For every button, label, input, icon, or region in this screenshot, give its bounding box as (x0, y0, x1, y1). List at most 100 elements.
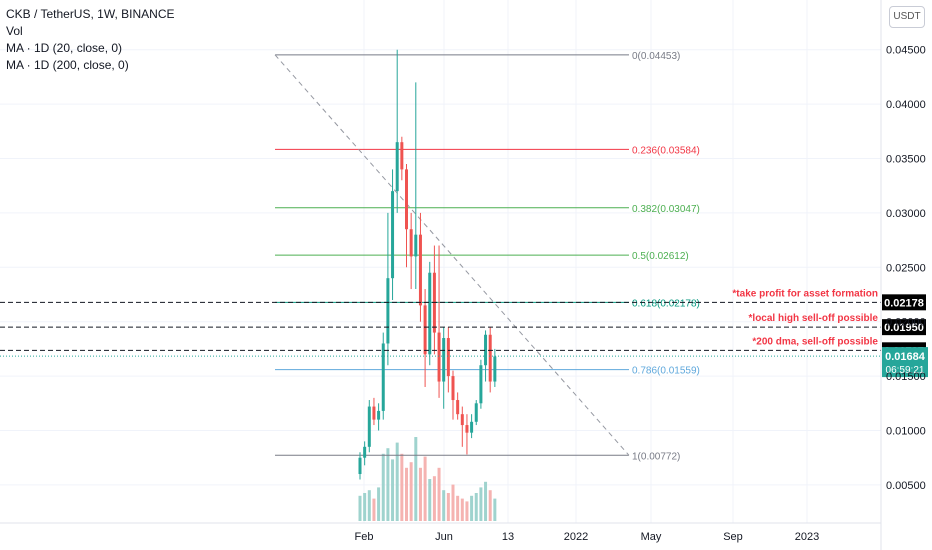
candle-body (409, 229, 413, 257)
price-tick-label: 0.01500 (886, 371, 926, 383)
candle-body (484, 334, 488, 366)
volume-bar (451, 484, 455, 521)
candle-body (386, 278, 390, 344)
currency-button[interactable]: USDT (889, 6, 925, 28)
volume-bar (437, 467, 441, 521)
horizontal-lines[interactable]: *take profit for asset formation 0.02178 *… (0, 288, 928, 378)
price-tick-label: 0.02000 (886, 317, 926, 329)
candle-body (391, 191, 395, 279)
volume-bar (465, 501, 469, 521)
symbol-title[interactable]: CKB / TetherUS, 1W, BINANCE (6, 7, 175, 21)
volume-bar (474, 493, 478, 521)
fib-level-label: 0.618(0.02178) (632, 298, 700, 309)
candle-body (442, 338, 446, 382)
candle-body (377, 410, 381, 420)
ma20-indicator-label[interactable]: MA · 1D (20, close, 0) (6, 41, 123, 55)
price-tick-label: 0.01000 (886, 426, 926, 438)
time-tick-label: Feb (355, 531, 374, 543)
candle-body (418, 234, 422, 306)
volume-bar (414, 437, 418, 521)
time-tick-label: 2023 (795, 531, 819, 543)
annotation-note: *200 dma, sell-off possible (752, 336, 878, 347)
volume-bar (386, 448, 390, 521)
price-tick-label: 0.04000 (886, 99, 926, 111)
last-price-tag (882, 347, 928, 378)
price-tag-label: 0.02178 (884, 297, 924, 309)
volume-bar (405, 467, 408, 521)
ma200-indicator-label[interactable]: MA · 1D (200, close, 0) (6, 58, 129, 72)
time-tick-label: Sep (723, 531, 743, 543)
candle-body (456, 400, 460, 415)
time-tick-label: Jun (435, 531, 453, 543)
trend-line[interactable] (274, 54, 630, 456)
fib-level-label: 0.786(0.01559) (632, 366, 700, 377)
volume-bar (367, 490, 371, 521)
volume-bar (493, 498, 497, 521)
volume-bar (432, 476, 436, 521)
volume-bar (363, 493, 367, 521)
candle-body (446, 338, 450, 377)
candle-body (372, 406, 376, 420)
volume-bar (358, 495, 362, 521)
candle-body (428, 272, 432, 355)
candle-body (423, 305, 427, 355)
volume-bar (423, 456, 427, 521)
annotation-note: *local high sell-off possible (749, 313, 879, 324)
fib-level-label: 0.236(0.03584) (632, 145, 700, 156)
candle-body (437, 332, 441, 382)
candle-body (414, 234, 418, 257)
grid (0, 0, 881, 523)
volume-bar (428, 479, 432, 521)
price-tick-label: 0.03000 (886, 208, 926, 220)
fib-level-label: 1(0.00772) (632, 451, 680, 462)
time-tick-label: 13 (502, 531, 514, 543)
candle-body (493, 356, 497, 382)
annotation-note: *take profit for asset formation (732, 288, 878, 299)
volume-bar (400, 453, 404, 521)
volume-bar (377, 487, 381, 521)
candle-body (474, 403, 478, 422)
chart-legend: CKB / TetherUS, 1W, BINANCE Vol MA · 1D … (6, 6, 175, 74)
last-price-label: 0.01684 (885, 351, 926, 363)
volume-bar (488, 490, 492, 521)
time-tick-label: May (641, 531, 662, 543)
candle-body (367, 406, 371, 447)
price-axis[interactable]: 0.04500 0.04000 0.03500 0.03000 0.02500 0.020… (880, 0, 926, 550)
candle-body (460, 414, 464, 426)
volume-bar (456, 495, 460, 521)
price-tick-label: 0.00500 (886, 480, 926, 492)
volume-bar (442, 490, 446, 521)
candle-body (451, 376, 455, 401)
volume-bar (446, 493, 450, 521)
candle-body (363, 446, 367, 458)
price-tick-label: 0.04500 (886, 45, 926, 57)
volume-bar (409, 462, 413, 521)
volume-bar (395, 442, 399, 521)
candle-body (470, 421, 474, 433)
candle-body (405, 169, 408, 230)
volume-bar (479, 487, 483, 521)
fibonacci-retracement[interactable]: 0(0.04453) 0.236(0.03584) 0.382(0.03047) 0.… (275, 51, 700, 462)
volume-bar (381, 453, 385, 521)
volume-bar (484, 481, 488, 521)
volume-bar (470, 495, 474, 521)
candle-body (381, 343, 385, 411)
price-tick-label: 0.03500 (886, 154, 926, 166)
volume-bar (391, 459, 395, 521)
volume-indicator-label[interactable]: Vol (6, 24, 23, 38)
candle-body (488, 334, 492, 382)
volume-bar (372, 498, 376, 521)
volume-bar (418, 467, 422, 521)
fib-level-label: 0.382(0.03047) (632, 204, 700, 215)
time-tick-label: 2022 (564, 531, 588, 543)
bar-countdown-label: 06:59:21 (886, 365, 925, 376)
time-axis[interactable]: Feb Jun 13 2022 May Sep 2023 (0, 522, 881, 543)
candle-body (358, 457, 362, 475)
price-tag (882, 319, 926, 336)
fib-level-label: 0(0.04453) (632, 51, 680, 62)
candle-body (479, 365, 483, 404)
volume-bar (460, 498, 464, 521)
volume-bars (358, 437, 497, 521)
candle-body (395, 142, 399, 192)
